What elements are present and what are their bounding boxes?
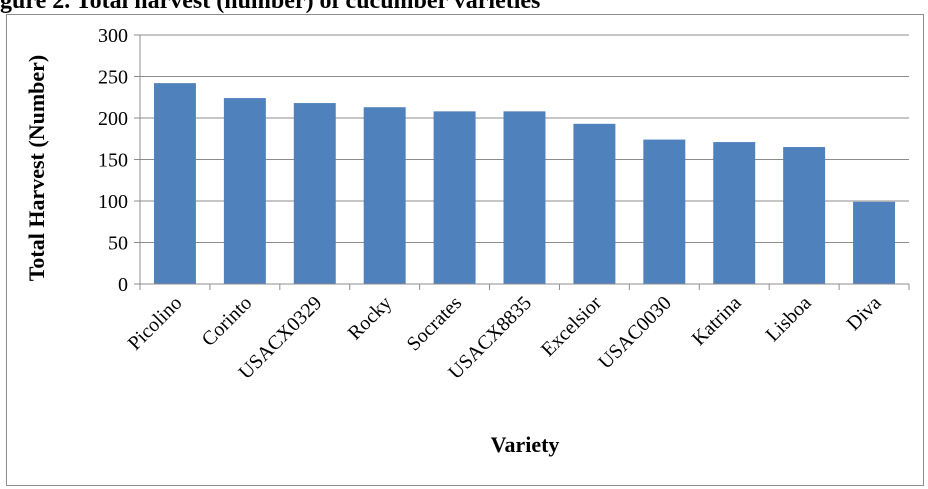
y-tick-labels: 0 50 100 150 200 250 300 — [98, 25, 128, 296]
y-tick-label: 100 — [98, 191, 128, 213]
x-tick-label: Corinto — [198, 292, 257, 351]
y-tick-label: 150 — [98, 150, 128, 172]
figure-caption-fragment: gure 2. Total harvest (number) of cucumb… — [0, 0, 541, 14]
bar-usacx0329 — [293, 103, 336, 284]
y-axis-title: Total Harvest (Number) — [24, 55, 49, 282]
x-tick-label: Rocky — [344, 292, 396, 344]
bar-usacx8835 — [503, 111, 546, 284]
bar-rocky — [363, 107, 406, 285]
bar-excelsior — [573, 123, 616, 284]
axes — [134, 34, 910, 290]
x-tick-label: Excelsior — [537, 292, 606, 361]
bar-katrina — [713, 142, 756, 284]
y-tick-label: 50 — [108, 233, 128, 255]
bar-corinto — [223, 98, 266, 284]
bar-picolino — [153, 83, 196, 284]
x-tick-label: Picolino — [124, 292, 187, 355]
x-tick-label: Socrates — [403, 292, 467, 356]
bar-socrates — [433, 111, 476, 284]
x-tick-label: USAC0030 — [594, 292, 676, 374]
bar-diva — [853, 201, 896, 284]
bar-lisboa — [783, 147, 826, 284]
bar-usac0030 — [643, 139, 686, 284]
y-tick-label: 300 — [98, 25, 128, 47]
x-axis-title: Variety — [491, 432, 560, 457]
y-tick-label: 0 — [118, 274, 128, 296]
x-tick-label: Katrina — [688, 292, 746, 350]
bars — [153, 83, 896, 285]
y-tick-label: 250 — [98, 67, 128, 89]
y-tick-label: 200 — [98, 108, 128, 130]
x-tick-label: Diva — [843, 292, 886, 335]
x-tick-label: Lisboa — [762, 292, 816, 346]
